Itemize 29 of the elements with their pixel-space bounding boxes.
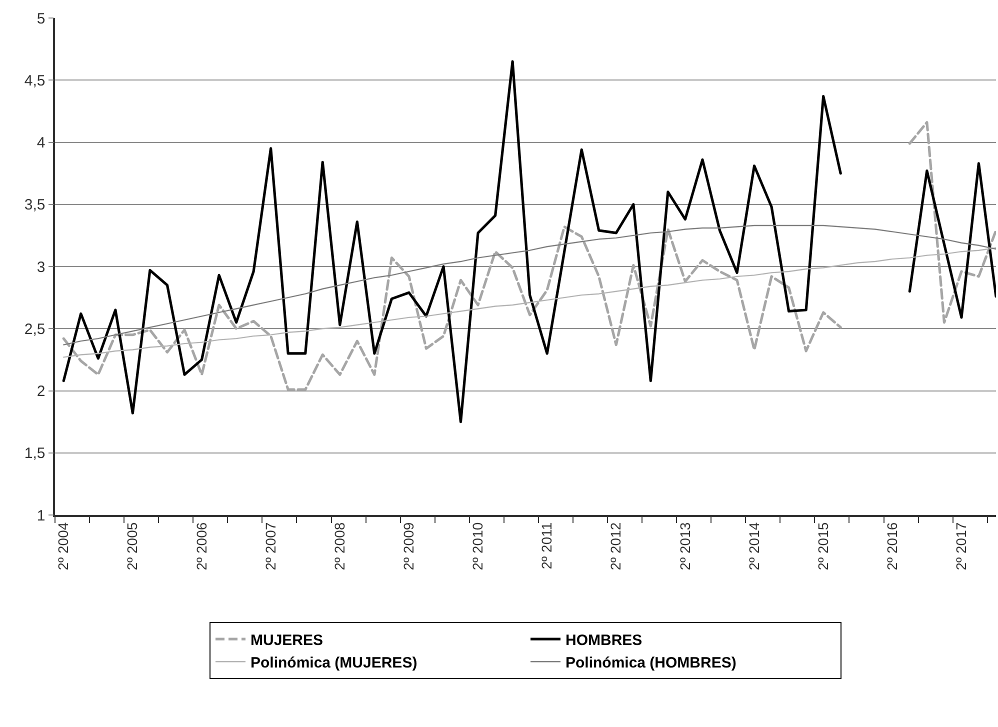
x-tick-label: 2º 2011 xyxy=(538,522,555,570)
x-tick-label: 2º 2016 xyxy=(884,522,900,570)
y-tick-label: 1 xyxy=(36,507,46,524)
y-tick-label: 4,5 xyxy=(24,72,46,90)
x-tick-label: 2º 2008 xyxy=(331,522,348,570)
x-tick-label: 2º 2013 xyxy=(676,522,693,570)
x-tick-label: 2º 2017 xyxy=(953,522,970,570)
line-series xyxy=(63,247,996,358)
y-tick-label: 1,5 xyxy=(24,445,46,462)
y-tick-label: 3,5 xyxy=(24,196,46,214)
x-tick-label: 2º 2010 xyxy=(470,522,486,570)
legend-label: MUJERES xyxy=(250,632,324,649)
legend-label: Polinómica (HOMBRES) xyxy=(566,654,736,672)
line-series xyxy=(63,224,996,346)
x-tick-label: 2º 2007 xyxy=(262,522,278,570)
y-tick-label: 3 xyxy=(36,258,46,276)
y-tick-label: 2,5 xyxy=(24,320,46,338)
x-tick-label: 2º 2009 xyxy=(400,522,416,570)
x-tick-label: 2º 2004 xyxy=(55,522,72,570)
x-tick-label: 2º 2012 xyxy=(608,522,624,570)
legend-label: HOMBRES xyxy=(566,632,642,649)
y-tick-label: 2 xyxy=(36,383,46,400)
legend-label: Polinómica (MUJERES) xyxy=(250,654,418,672)
x-tick-label: 2º 2006 xyxy=(193,522,210,570)
x-tick-label: 2º 2014 xyxy=(746,522,762,570)
y-tick-label: 4 xyxy=(36,134,46,152)
x-tick-label: 2º 2015 xyxy=(814,522,831,570)
x-tick-label: 2º 2005 xyxy=(124,522,140,570)
y-tick-label: 5 xyxy=(36,10,46,28)
